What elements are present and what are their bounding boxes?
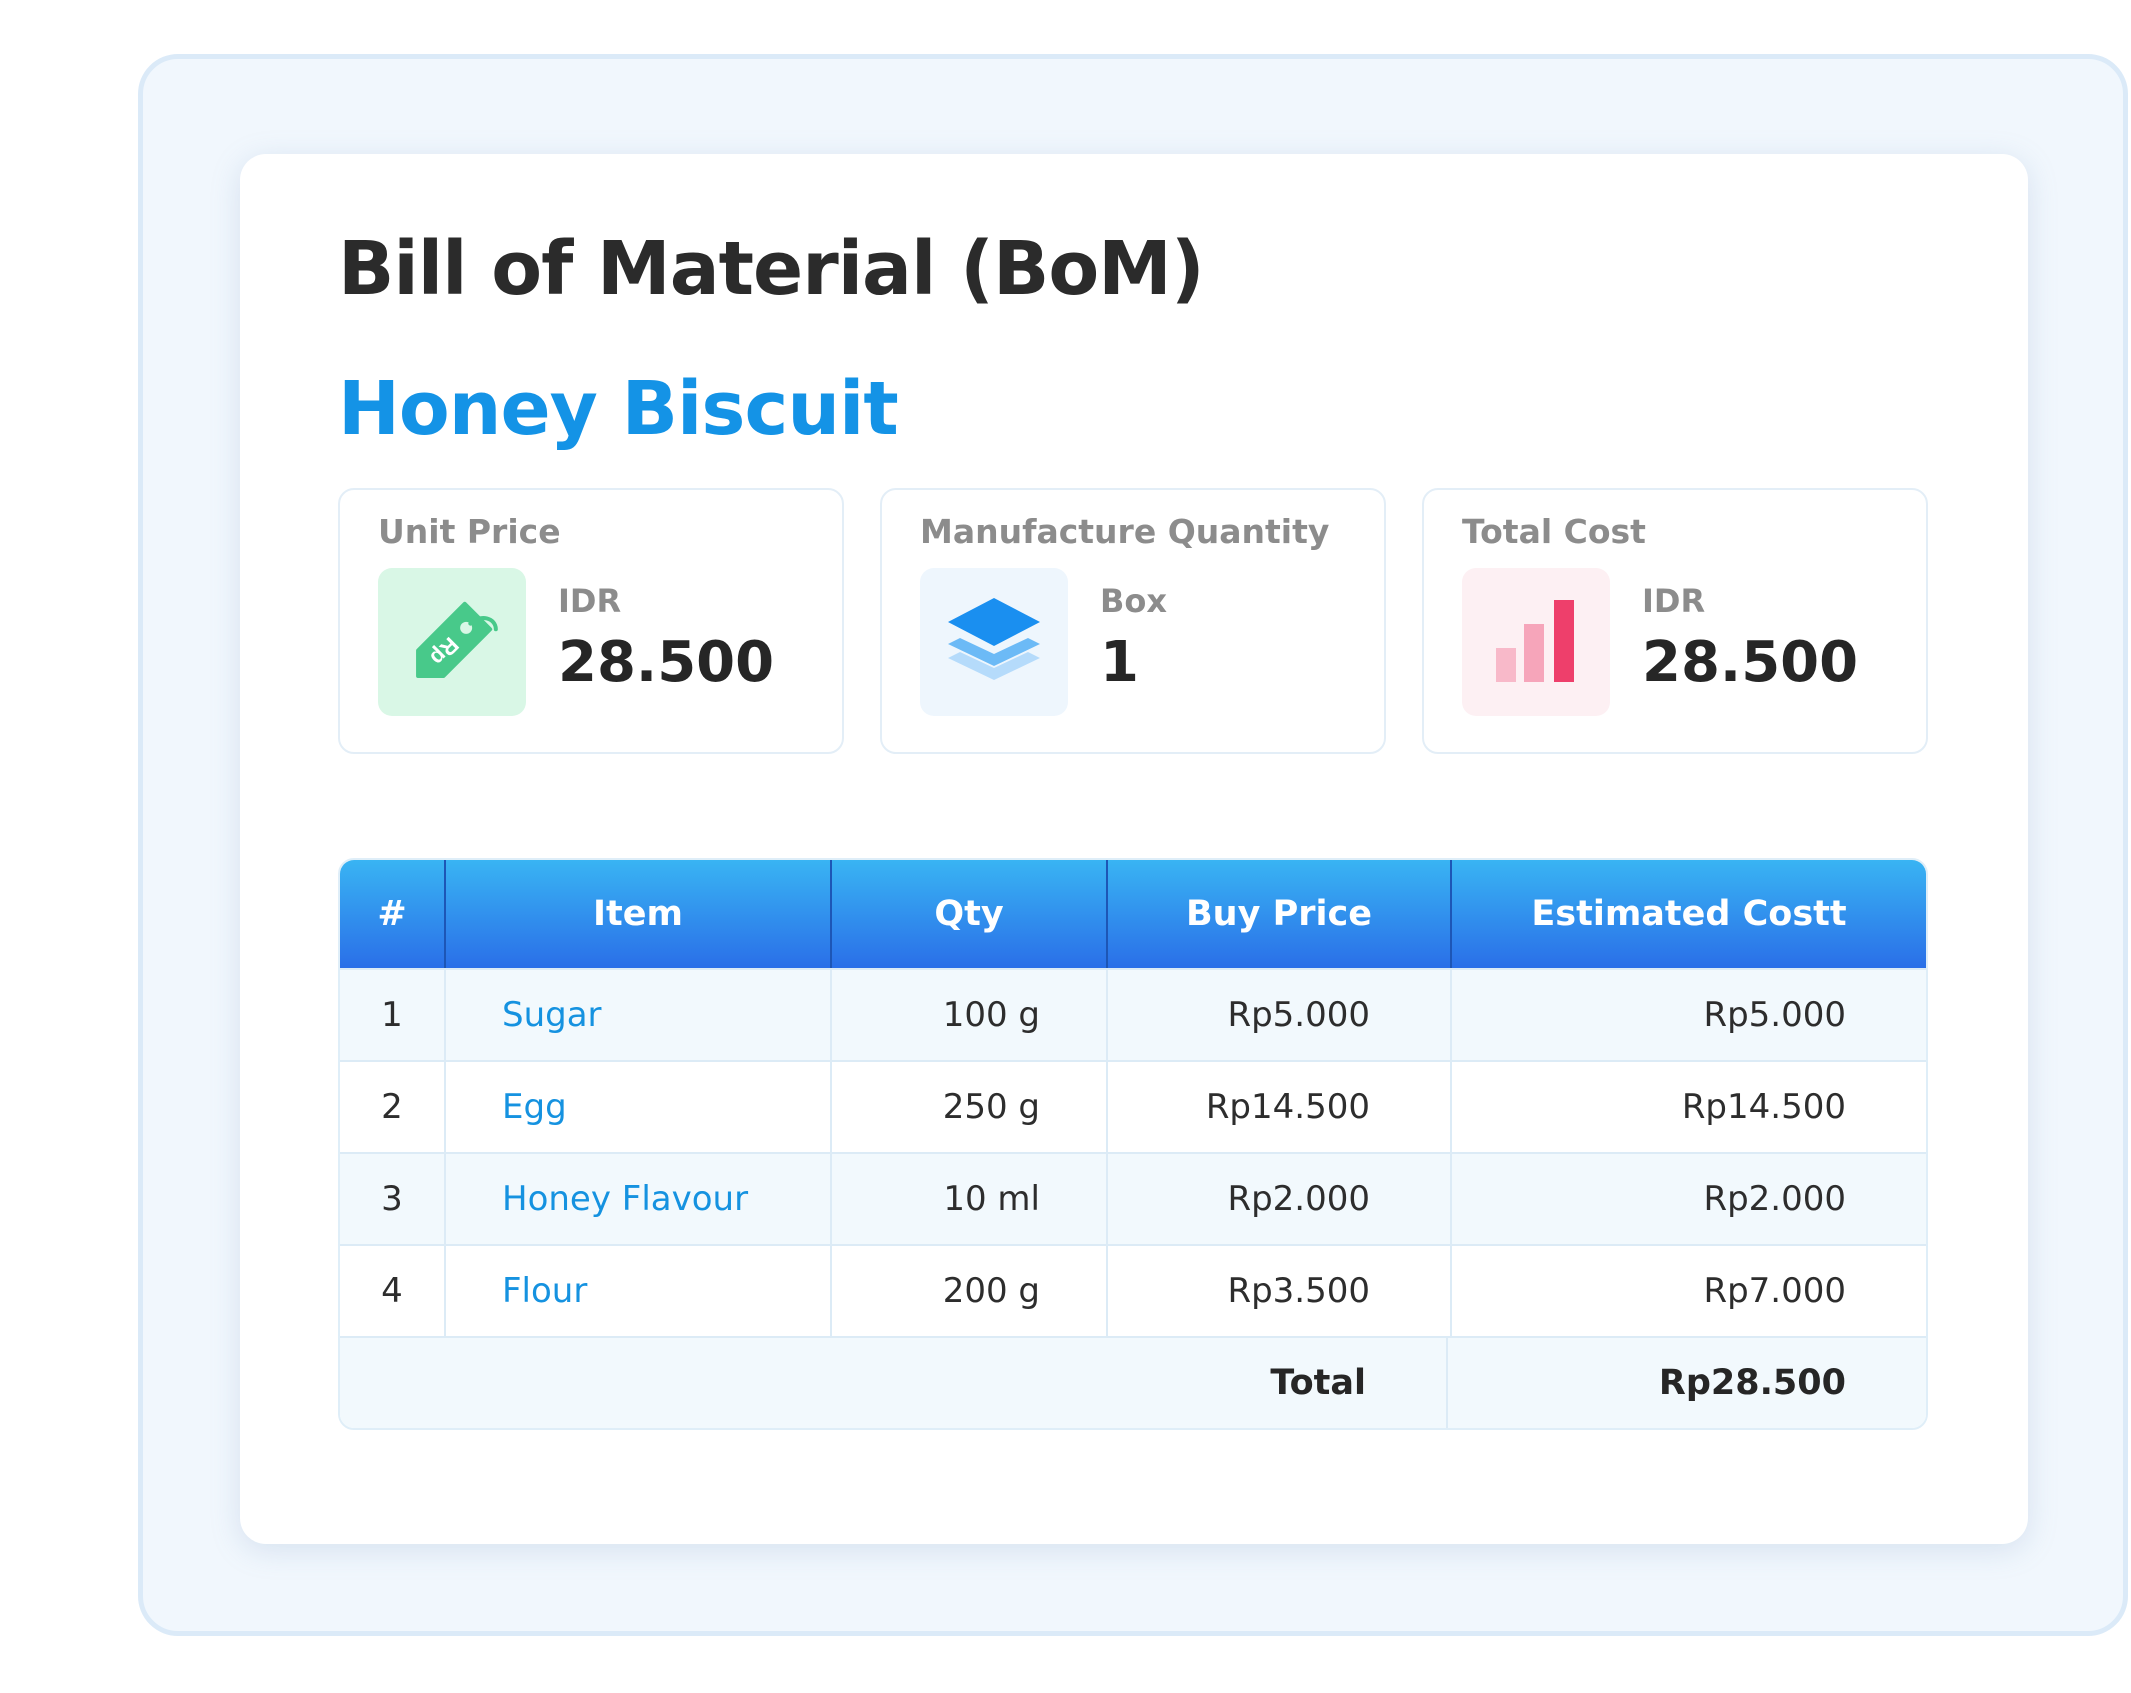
cell-item-link[interactable]: Egg	[446, 1062, 832, 1152]
cell-number: 2	[340, 1062, 446, 1152]
cell-qty: 10 ml	[832, 1154, 1108, 1244]
table-header: # Item Qty Buy Price Estimated Costt	[340, 860, 1926, 968]
column-header-item: Item	[446, 860, 832, 968]
stat-value: 28.500	[1642, 630, 1859, 695]
column-header-qty: Qty	[832, 860, 1108, 968]
stat-card-unit-price: Unit Price Rp IDR 28.500	[338, 488, 844, 754]
cell-estimated-cost: Rp7.000	[1703, 1271, 1846, 1311]
stat-label: Manufacture Quantity	[920, 512, 1330, 551]
stat-unit: Box	[1100, 582, 1168, 620]
cell-qty: 100 g	[832, 970, 1108, 1060]
price-tag-icon: Rp	[378, 568, 526, 716]
cell-item-link[interactable]: Flour	[446, 1246, 832, 1336]
bar-chart-icon	[1462, 568, 1610, 716]
stat-label: Total Cost	[1462, 512, 1646, 551]
cell-estimated-cost: Rp5.000	[1703, 995, 1846, 1035]
stat-currency: IDR	[558, 582, 622, 620]
table-row: 4 Flour 200 g Rp3.500 Rp7.000	[340, 1244, 1926, 1336]
column-header-estimated-cost: Estimated Costt	[1531, 894, 1847, 934]
cell-qty: 200 g	[832, 1246, 1108, 1336]
total-value: Rp28.500	[1658, 1363, 1846, 1403]
cell-buy-price: Rp14.500	[1108, 1062, 1452, 1152]
stat-value: 28.500	[558, 630, 775, 695]
cell-number: 3	[340, 1154, 446, 1244]
stat-card-total-cost: Total Cost IDR 28.500	[1422, 488, 1928, 754]
cell-number: 4	[340, 1246, 446, 1336]
bom-card: Bill of Material (BoM) Honey Biscuit Uni…	[240, 154, 2028, 1544]
table-row: 1 Sugar 100 g Rp5.000 Rp5.000	[340, 968, 1926, 1060]
stat-value: 1	[1100, 630, 1139, 695]
layers-icon	[920, 568, 1068, 716]
cell-estimated-cost: Rp2.000	[1703, 1179, 1846, 1219]
cell-item-link[interactable]: Sugar	[446, 970, 832, 1060]
bom-table: # Item Qty Buy Price Estimated Costt 1 S…	[338, 858, 1928, 1430]
table-row: 3 Honey Flavour 10 ml Rp2.000 Rp2.000	[340, 1152, 1926, 1244]
table-row: 2 Egg 250 g Rp14.500 Rp14.500	[340, 1060, 1926, 1152]
cell-qty: 250 g	[832, 1062, 1108, 1152]
cell-buy-price: Rp2.000	[1108, 1154, 1452, 1244]
stat-label: Unit Price	[378, 512, 561, 551]
cell-estimated-cost: Rp14.500	[1681, 1087, 1846, 1127]
product-name: Honey Biscuit	[338, 366, 899, 452]
stat-currency: IDR	[1642, 582, 1706, 620]
column-header-number: #	[340, 860, 446, 968]
page-title: Bill of Material (BoM)	[338, 226, 1205, 312]
column-header-buy-price: Buy Price	[1108, 860, 1452, 968]
cell-buy-price: Rp3.500	[1108, 1246, 1452, 1336]
cell-item-link[interactable]: Honey Flavour	[446, 1154, 832, 1244]
cell-number: 1	[340, 970, 446, 1060]
stat-card-manufacture-quantity: Manufacture Quantity Box 1	[880, 488, 1386, 754]
total-label: Total	[340, 1338, 1448, 1428]
total-row: Total Rp28.500	[340, 1336, 1926, 1428]
cell-buy-price: Rp5.000	[1108, 970, 1452, 1060]
